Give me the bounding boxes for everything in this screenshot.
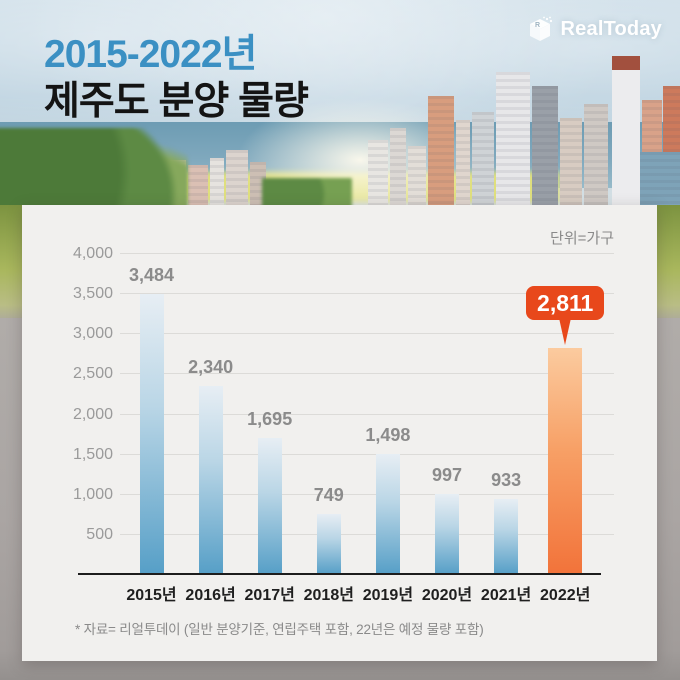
gridline bbox=[120, 533, 614, 535]
gridline bbox=[120, 493, 614, 495]
x-axis-category-label: 2015년 bbox=[126, 587, 177, 604]
x-axis-category-label: 2017년 bbox=[244, 587, 295, 604]
building-silhouette bbox=[188, 165, 208, 208]
bar bbox=[375, 453, 400, 574]
bar-value-label: 1,498 bbox=[365, 424, 411, 445]
chart-card: 단위=가구 4,000 3,500 3,000 2,500 2,000 1,500 1,00… bbox=[22, 205, 657, 661]
bar bbox=[316, 513, 341, 574]
y-axis-tick-label: 500 bbox=[86, 525, 113, 543]
building-silhouette bbox=[428, 96, 454, 208]
gridline bbox=[120, 453, 614, 455]
building-silhouette bbox=[532, 86, 558, 208]
bar-value-label: 997 bbox=[431, 464, 463, 485]
x-axis-category-label: 2016년 bbox=[185, 587, 236, 604]
title-subject: 제주도 분양 물량 bbox=[44, 80, 309, 123]
building-silhouette bbox=[456, 120, 470, 208]
y-axis-tick-label: 3,500 bbox=[72, 285, 113, 303]
y-axis-tick-label: 2,500 bbox=[72, 365, 113, 383]
building-silhouette bbox=[496, 72, 530, 208]
badge-pointer bbox=[559, 318, 572, 345]
realtoday-logo: R RealToday bbox=[527, 16, 662, 43]
bar-value-label: 933 bbox=[491, 470, 522, 491]
building-silhouette bbox=[226, 150, 248, 208]
x-axis-category-label: 2020년 bbox=[421, 587, 473, 604]
title-years: 2015-2022년 bbox=[44, 33, 257, 76]
highlight-value-badge: 2,811 bbox=[526, 286, 605, 320]
building-silhouette bbox=[390, 128, 406, 208]
building-silhouette bbox=[408, 146, 426, 208]
y-axis-tick-label: 1,500 bbox=[72, 445, 113, 463]
unit-label: 단위=가구 bbox=[550, 230, 614, 247]
building-silhouette bbox=[368, 140, 388, 208]
bar-value-label: 2,340 bbox=[188, 357, 234, 378]
bar-value-label: 1,695 bbox=[247, 408, 293, 429]
building-silhouette bbox=[612, 56, 640, 208]
gridline bbox=[120, 293, 614, 295]
bar bbox=[139, 294, 164, 574]
building-silhouette bbox=[640, 152, 680, 208]
y-axis-tick-label: 4,000 bbox=[72, 245, 113, 262]
bar bbox=[435, 493, 459, 574]
gridline bbox=[120, 333, 614, 335]
gridline bbox=[120, 373, 614, 375]
building-silhouette bbox=[560, 118, 582, 208]
x-axis-line bbox=[78, 573, 601, 575]
gridline bbox=[120, 413, 614, 415]
source-footnote: * 자료= 리얼투데이 (일반 분양기준, 연립주택 포함, 22년은 예정 물… bbox=[75, 622, 484, 637]
realtoday-cube-icon: R bbox=[527, 16, 554, 43]
bar bbox=[494, 499, 519, 574]
building-silhouette bbox=[472, 112, 494, 208]
plot-area: 4,000 3,500 3,000 2,500 2,000 1,500 1,000 500 3,… bbox=[22, 205, 657, 661]
y-axis-tick-label: 2,000 bbox=[72, 405, 113, 423]
svg-text:R: R bbox=[535, 22, 540, 29]
x-axis-category-label: 2019년 bbox=[362, 587, 414, 604]
building-silhouette bbox=[210, 158, 224, 208]
bar bbox=[198, 386, 223, 574]
bar bbox=[257, 437, 282, 574]
x-axis-category-label: 2022년 bbox=[540, 587, 591, 604]
bar-value-label: 3,484 bbox=[128, 265, 175, 286]
x-axis-category-label: 2018년 bbox=[303, 587, 354, 604]
gridline bbox=[120, 253, 614, 254]
bar-value-label: 749 bbox=[313, 484, 344, 505]
realtoday-logo-text: RealToday bbox=[560, 18, 662, 40]
x-axis-category-label: 2021년 bbox=[480, 587, 532, 604]
y-axis-tick-label: 3,000 bbox=[72, 325, 113, 343]
bar-2022-highlight bbox=[548, 348, 583, 574]
y-axis-tick-label: 1,000 bbox=[72, 485, 113, 503]
building-silhouette bbox=[584, 104, 608, 208]
